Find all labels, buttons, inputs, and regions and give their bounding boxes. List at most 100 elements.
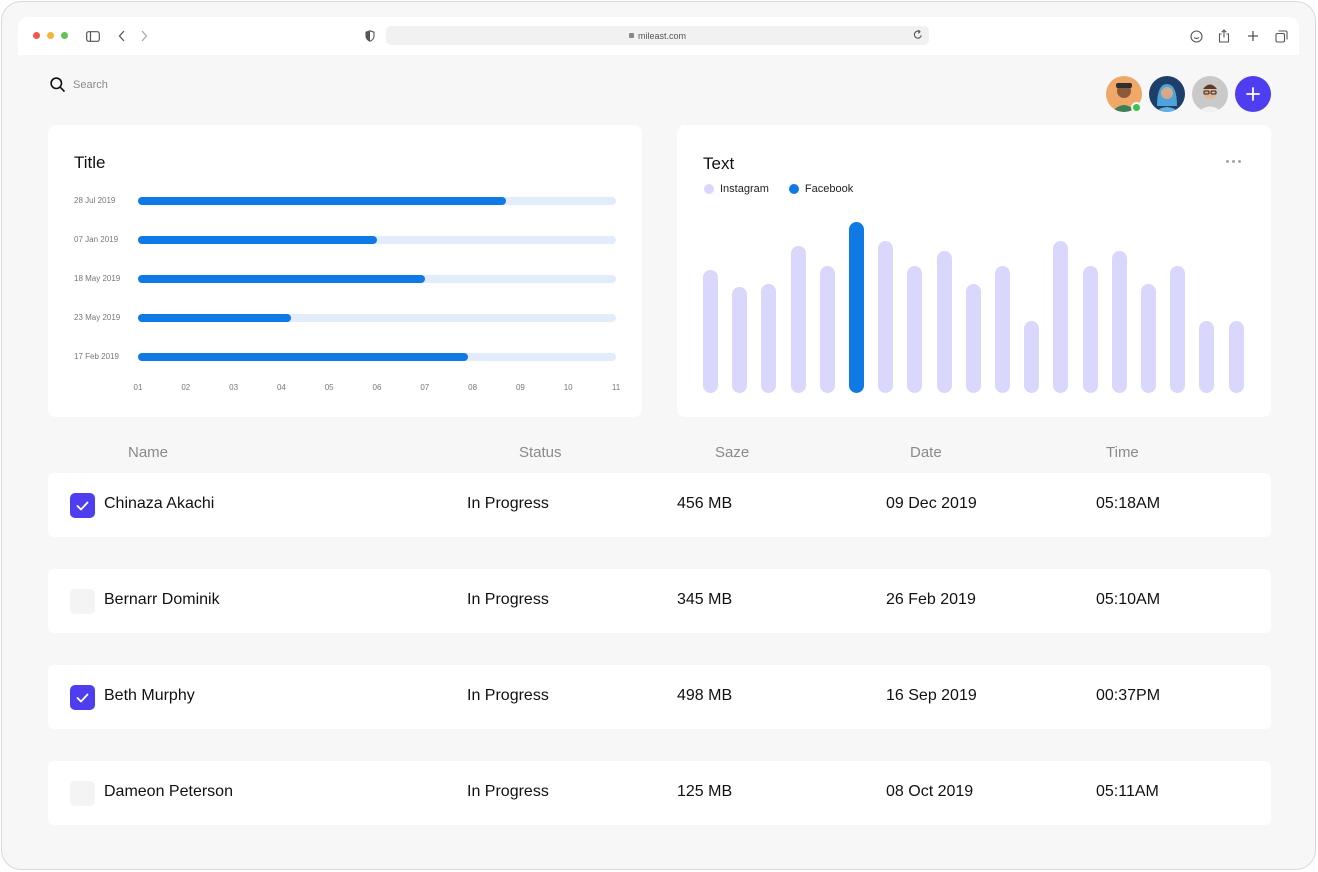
cell-size: 345 MB (677, 591, 733, 608)
x-tick-label: 07 (420, 383, 430, 392)
cell-status: In Progress (467, 687, 549, 704)
bar-row: 28 Jul 2019 (74, 195, 622, 207)
add-member-button[interactable] (1235, 76, 1271, 112)
vertical-bar-chart (677, 125, 1271, 417)
bar[interactable] (1024, 321, 1040, 393)
more-options-icon[interactable] (1226, 160, 1241, 163)
avatar[interactable] (1149, 76, 1185, 112)
horizontal-bar-chart-card: Title 28 Jul 2019 07 Jan 2019 18 May 2019 2… (48, 125, 642, 417)
cell-time: 05:18AM (1096, 495, 1161, 512)
bar-category-label: 28 Jul 2019 (74, 196, 116, 205)
bar[interactable] (907, 266, 923, 393)
row-checkbox[interactable] (70, 589, 95, 614)
row-checkbox[interactable] (70, 781, 95, 806)
bar[interactable] (1141, 283, 1156, 393)
bar[interactable] (1082, 266, 1098, 393)
column-header-status[interactable]: Status (519, 444, 562, 461)
sidebar-icon[interactable] (83, 26, 103, 46)
avatar[interactable] (1192, 76, 1228, 112)
bar[interactable] (995, 266, 1010, 393)
row-checkbox[interactable] (70, 685, 95, 710)
cell-time: 05:10AM (1096, 591, 1161, 608)
tabs-overview-icon[interactable] (1271, 26, 1291, 46)
bar-highlighted[interactable] (849, 222, 864, 393)
bar[interactable] (936, 251, 952, 393)
column-header-time[interactable]: Time (1106, 444, 1139, 461)
card-title: Title (74, 153, 106, 172)
bar[interactable] (1228, 321, 1244, 393)
column-header-size[interactable]: Saze (715, 444, 750, 461)
bar-category-label: 07 Jan 2019 (74, 235, 119, 244)
x-tick-label: 06 (372, 383, 382, 392)
cell-name: Dameon Peterson (104, 783, 233, 800)
cell-time: 05:11AM (1096, 783, 1159, 800)
bar[interactable] (138, 275, 425, 283)
cell-date: 08 Oct 2019 (886, 783, 974, 800)
bar[interactable] (1053, 240, 1069, 393)
x-tick-label: 01 (133, 383, 143, 392)
bar[interactable] (790, 245, 806, 393)
bar[interactable] (703, 269, 718, 393)
lock-icon (628, 33, 634, 38)
bar[interactable] (819, 266, 835, 393)
bar[interactable] (138, 236, 377, 244)
maximize-window-button[interactable] (61, 32, 68, 39)
new-tab-icon[interactable] (1243, 26, 1263, 46)
x-tick-label: 11 (611, 383, 621, 392)
cell-status: In Progress (467, 591, 549, 608)
bar[interactable] (138, 314, 291, 322)
bar-category-label: 23 May 2019 (74, 313, 121, 322)
cell-name: Bernarr Dominik (104, 591, 220, 608)
minimize-window-button[interactable] (47, 32, 54, 39)
legend-dot (788, 184, 799, 194)
bar[interactable] (1111, 251, 1127, 393)
online-status-indicator (1131, 102, 1142, 113)
x-tick-label: 09 (515, 383, 525, 392)
legend-item-instagram[interactable]: Instagram (704, 183, 769, 195)
vertical-bar-chart-card: Text Instagram Facebook (677, 125, 1271, 417)
bar[interactable] (138, 197, 507, 205)
cell-time: 00:37PM (1096, 687, 1161, 704)
legend-label: Instagram (720, 183, 769, 195)
bar[interactable] (1170, 266, 1186, 393)
bar-track (138, 197, 616, 205)
table-row[interactable]: Chinaza Akachi In Progress 456 MB 09 Dec 20… (48, 473, 1271, 537)
x-tick-label: 04 (276, 383, 286, 392)
bar[interactable] (138, 353, 468, 361)
search-icon (50, 77, 65, 92)
share-icon[interactable] (1214, 26, 1234, 46)
card-title: Text (703, 154, 735, 173)
table-row[interactable]: Beth Murphy In Progress 498 MB 16 Sep 2019 0… (48, 665, 1271, 729)
row-checkbox[interactable] (70, 493, 95, 518)
bar[interactable] (878, 240, 894, 393)
bar[interactable] (732, 286, 748, 393)
shield-icon[interactable] (360, 26, 380, 46)
search-box[interactable]: Search (50, 77, 108, 92)
legend-item-facebook[interactable]: Facebook (788, 183, 853, 195)
x-tick-label: 03 (229, 383, 239, 392)
forward-icon[interactable] (134, 26, 154, 46)
bar[interactable] (965, 283, 981, 393)
bar-category-label: 17 Feb 2019 (74, 352, 119, 361)
table-row[interactable]: Dameon Peterson In Progress 125 MB 08 Oct 2… (48, 761, 1271, 825)
x-tick-label: 10 (563, 383, 573, 392)
cell-name: Chinaza Akachi (104, 495, 215, 512)
bar[interactable] (761, 283, 777, 393)
avatar[interactable] (1106, 76, 1142, 112)
browser-toolbar: mileast.com (18, 17, 1299, 55)
close-window-button[interactable] (33, 32, 40, 39)
bar-row: 07 Jan 2019 (74, 234, 622, 246)
bar-row: 23 May 2019 (74, 312, 622, 324)
bar[interactable] (1199, 321, 1215, 393)
extensions-icon[interactable] (1186, 26, 1206, 46)
bar-track (138, 353, 616, 361)
table-row[interactable]: Bernarr Dominik In Progress 345 MB 26 Feb 2… (48, 569, 1271, 633)
column-header-name[interactable]: Name (128, 444, 169, 461)
reload-icon[interactable] (913, 29, 923, 42)
legend-dot (704, 184, 714, 194)
address-bar[interactable]: mileast.com (386, 26, 929, 45)
back-icon[interactable] (112, 26, 132, 46)
column-header-date[interactable]: Date (910, 444, 942, 461)
cell-status: In Progress (467, 783, 549, 800)
